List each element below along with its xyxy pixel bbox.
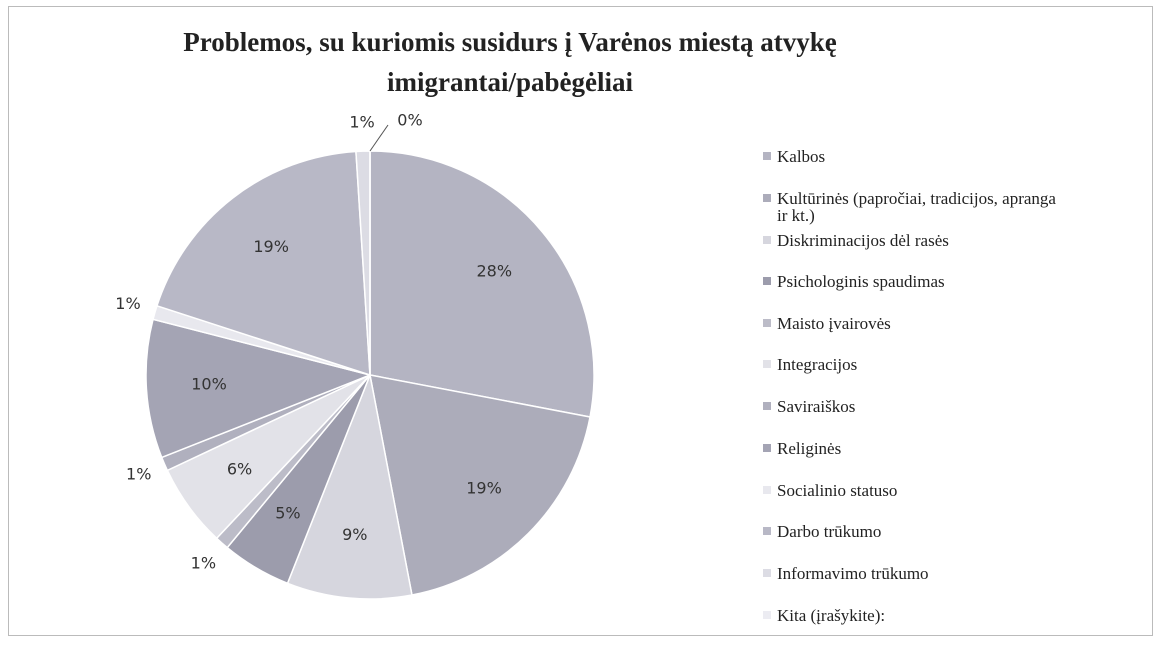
legend-item: Saviraiškos — [763, 398, 1063, 415]
chart-title: Problemos, su kuriomis susidurs į Varėno… — [183, 27, 837, 97]
data-label: 1% — [115, 294, 140, 313]
legend-item: Kita (įrašykite): — [763, 607, 1063, 624]
data-label: 1% — [191, 554, 216, 573]
data-label: 19% — [466, 479, 502, 498]
legend-swatch — [763, 152, 771, 160]
data-label: 1% — [349, 113, 374, 132]
legend-item: Diskriminacijos dėl rasės — [763, 232, 1063, 249]
legend-label: Saviraiškos — [777, 397, 856, 416]
legend-swatch — [763, 444, 771, 452]
legend-item: Religinės — [763, 440, 1063, 457]
legend-swatch — [763, 277, 771, 285]
legend-label: Religinės — [777, 439, 842, 458]
legend-label: Maisto įvairovės — [777, 314, 891, 333]
legend-item: Maisto įvairovės — [763, 315, 1063, 332]
frame — [8, 6, 1153, 636]
data-label: 9% — [342, 525, 367, 544]
legend-label: Psichologinis spaudimas — [777, 272, 945, 291]
pie-slice — [286, 372, 413, 600]
legend-item: Kalbos — [763, 148, 1063, 165]
legend-item: Darbo trūkumo — [763, 523, 1063, 540]
legend-label: Socialinio statuso — [777, 481, 898, 500]
legend-label: Darbo trūkumo — [777, 522, 882, 541]
legend-swatch — [763, 527, 771, 535]
legend-label: Informavimo trūkumo — [777, 564, 929, 583]
legend-swatch — [763, 319, 771, 327]
legend-label: Kalbos — [777, 147, 826, 166]
legend-label: Integracijos — [777, 355, 858, 374]
data-label: 6% — [227, 459, 252, 478]
legend-label: Diskriminacijos dėl rasės — [777, 231, 949, 250]
leader-line — [369, 124, 389, 152]
legend-item: Socialinio statuso — [763, 482, 1063, 499]
legend-swatch — [763, 569, 771, 577]
legend-item: Kultūrinės (papročiai, tradicijos, apran… — [763, 190, 1063, 224]
legend-swatch — [763, 611, 771, 619]
pie-slice — [369, 150, 595, 418]
legend-item: Psichologinis spaudimas — [763, 273, 1063, 290]
legend-swatch — [763, 360, 771, 368]
data-label: 0% — [397, 111, 422, 130]
data-label: 1% — [126, 465, 151, 484]
data-label: 5% — [275, 503, 300, 522]
legend-item: Informavimo trūkumo — [763, 565, 1063, 582]
legend-label: Kultūrinės (papročiai, tradicijos, apran… — [777, 189, 1056, 225]
pie-slice — [156, 150, 371, 377]
pie-slice — [145, 318, 373, 459]
legend-swatch — [763, 194, 771, 202]
legend-item: Integracijos — [763, 356, 1063, 373]
legend-swatch — [763, 236, 771, 244]
data-label: 10% — [191, 375, 227, 394]
legend-swatch — [763, 402, 771, 410]
data-label: 19% — [253, 237, 289, 256]
data-label: 28% — [476, 262, 512, 281]
legend-swatch — [763, 486, 771, 494]
pie-slice — [369, 374, 591, 596]
legend-label: Kita (įrašykite): — [777, 606, 886, 625]
